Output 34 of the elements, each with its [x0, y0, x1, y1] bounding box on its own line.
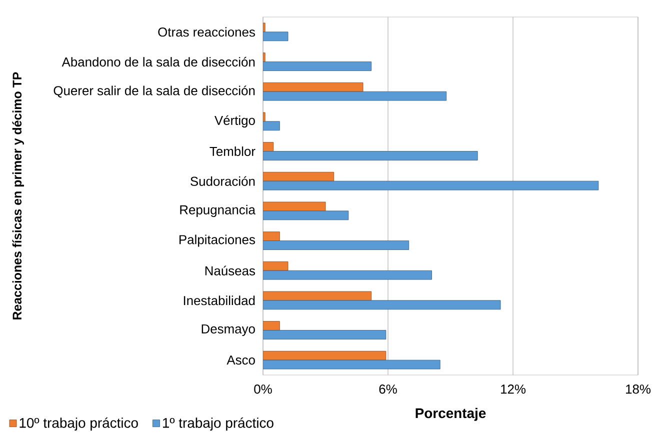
- x-tick-label: 12%: [501, 384, 526, 394]
- y-tick-label: Querer salir de la sala de disección: [54, 86, 255, 98]
- x-tick-label: 0%: [254, 384, 272, 394]
- y-tick-label: Asco: [226, 356, 255, 365]
- bar: [263, 172, 334, 182]
- bar: [263, 232, 280, 241]
- bar: [263, 210, 349, 220]
- x-axis-title: Porcentaje: [416, 408, 486, 421]
- bar: [263, 261, 288, 271]
- bar: [263, 121, 280, 131]
- bar: [263, 151, 478, 160]
- bar: [263, 321, 280, 330]
- y-tick-label: Otras reacciones: [158, 27, 255, 37]
- y-tick-label: Repugnancia: [180, 204, 256, 217]
- bar: [263, 82, 364, 92]
- legend-label: 10º trabajo práctico: [20, 417, 138, 431]
- bar: [263, 350, 386, 360]
- bar: [263, 300, 501, 310]
- y-tick-label: Vértigo: [214, 115, 255, 128]
- y-tick-label: Temblor: [210, 146, 256, 156]
- y-tick-label: Inestabilidad: [184, 296, 255, 306]
- y-tick-label: Desmayo: [202, 324, 255, 336]
- bar: [263, 330, 386, 340]
- y-tick-label: Abandono de la sala de disección: [62, 56, 255, 67]
- x-tick-label: 6%: [379, 384, 397, 394]
- y-tick-label: Palpitaciones: [180, 234, 256, 247]
- x-tick-label: 18%: [626, 384, 651, 394]
- y-tick-label: Sudoración: [190, 176, 255, 186]
- bar: [263, 240, 410, 250]
- bar: [263, 62, 372, 71]
- y-axis-title: Reacciones físicas en primer y décimo TP: [12, 72, 24, 320]
- bar: [263, 32, 288, 42]
- y-tick-label: Naúseas: [205, 266, 256, 276]
- legend-label: 1º trabajo práctico: [162, 417, 274, 431]
